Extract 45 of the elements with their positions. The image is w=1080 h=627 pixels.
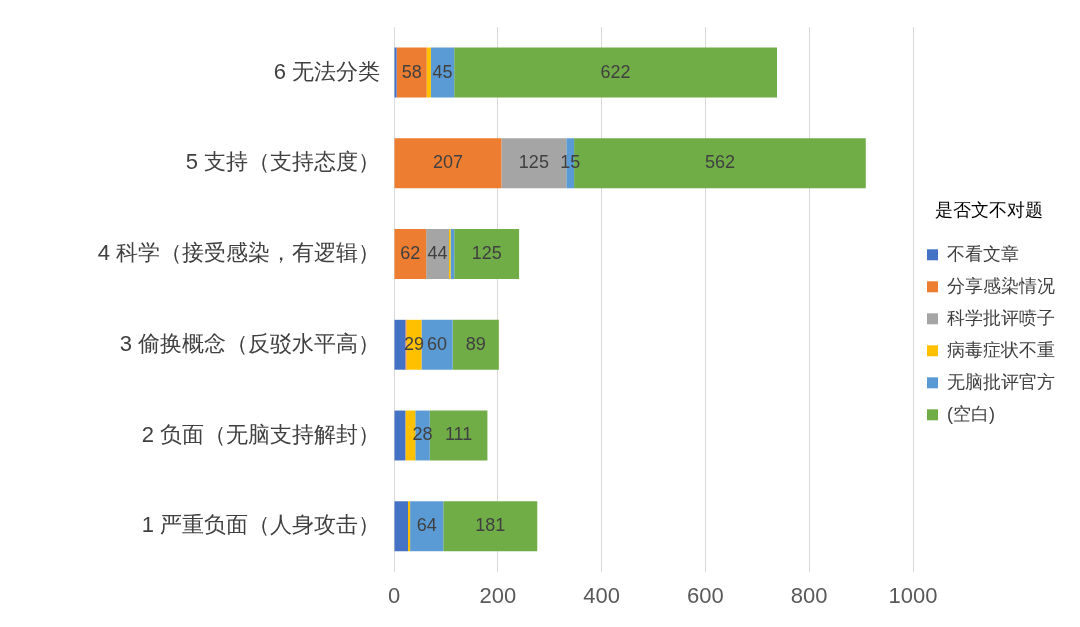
x-tick-label: 600	[687, 582, 724, 608]
bar	[454, 229, 520, 279]
bar	[394, 47, 397, 98]
x-tick-label: 800	[790, 582, 828, 608]
bar	[408, 501, 411, 552]
data-label: 60	[427, 333, 448, 354]
data-label: 89	[465, 333, 486, 354]
data-label: 58	[401, 61, 422, 82]
bar	[452, 319, 499, 370]
legend-label: 科学批评喷子	[947, 307, 1055, 328]
bar	[443, 501, 538, 552]
legend-title: 是否文不对题	[935, 200, 1043, 221]
bar	[426, 47, 431, 98]
y-tick-label: 3 偷换概念（反驳水平高）	[119, 330, 380, 356]
legend-label: 分享感染情况	[947, 275, 1055, 296]
data-label: 125	[471, 243, 502, 263]
bar	[394, 138, 502, 189]
bar	[394, 501, 409, 552]
x-tick-label: 400	[583, 582, 620, 608]
bar	[454, 47, 778, 98]
legend-label: 不看文章	[947, 243, 1019, 264]
bar	[394, 319, 406, 370]
data-label: 44	[427, 243, 448, 263]
x-tick-label: 0	[387, 582, 401, 608]
y-tick-label: 1 严重负面（人身攻击）	[141, 512, 380, 538]
data-label: 181	[475, 515, 506, 536]
data-label: 45	[432, 61, 453, 82]
legend-label: (空白)	[947, 403, 995, 424]
x-tick-label: 200	[479, 582, 517, 608]
data-label: 207	[432, 152, 463, 173]
y-tick-label: 4 科学（接受感染，有逻辑）	[97, 240, 380, 266]
bar	[410, 501, 444, 552]
data-label: 111	[444, 424, 473, 445]
y-tick-label: 6 无法分类	[273, 58, 380, 84]
data-label: 562	[704, 152, 735, 173]
bar	[394, 410, 406, 461]
legend-label: 无脑批评官方	[947, 371, 1055, 392]
legend-label: 病毒症状不重	[947, 339, 1055, 360]
data-label: 622	[600, 61, 631, 82]
data-label: 125	[518, 152, 549, 173]
y-tick-label: 2 负面（无脑支持解封）	[141, 421, 380, 447]
x-tick-label: 1000	[888, 582, 938, 608]
data-label: 62	[400, 243, 421, 263]
data-label: 64	[416, 515, 437, 536]
y-tick-label: 5 支持（支持态度）	[185, 149, 380, 175]
